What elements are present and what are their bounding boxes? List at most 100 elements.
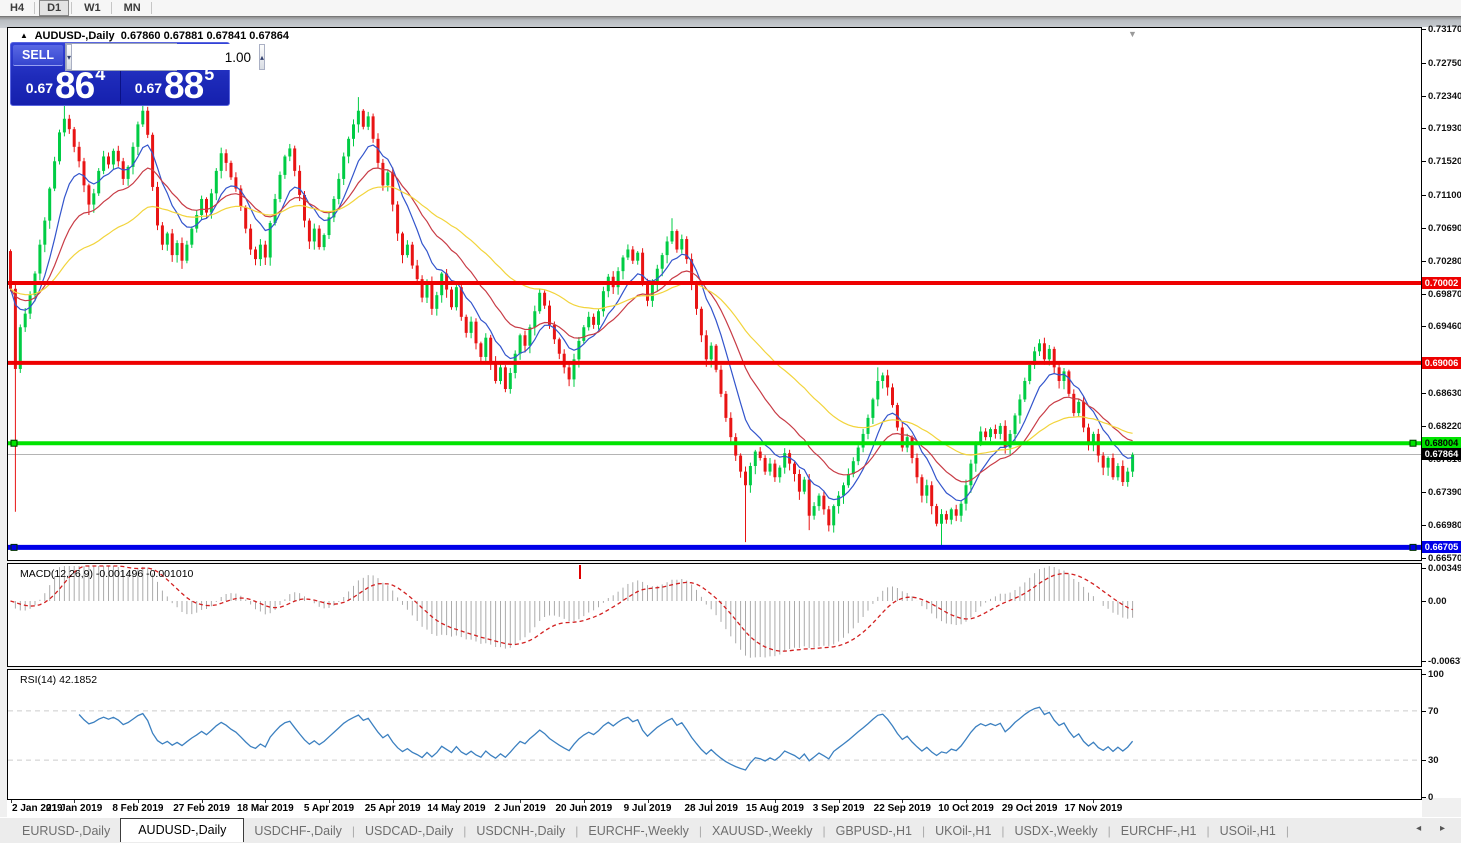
candle-body (734, 437, 738, 456)
candle-body (881, 375, 885, 381)
candle-body (23, 313, 27, 328)
hline-handle[interactable] (1409, 543, 1417, 551)
candle-body (989, 429, 992, 438)
date-tick (583, 800, 585, 803)
hline-handle[interactable] (10, 543, 18, 551)
candle-body (454, 287, 458, 308)
collapse-triangle-icon[interactable]: ▲ (20, 31, 28, 40)
tab-usdcad-daily[interactable]: USDCAD-,Daily (365, 823, 454, 838)
axis-tick (1422, 62, 1426, 64)
candle-body (543, 292, 547, 306)
candle-body (812, 506, 816, 516)
tab-scroll-right-icon[interactable]: ▸ (1439, 823, 1453, 834)
candle-body (763, 457, 767, 472)
candle-body (244, 206, 248, 229)
sell-price-display[interactable]: 0.67 86 4 (12, 64, 119, 104)
date-label: 22 Sep 2019 (873, 803, 931, 814)
candle-body (949, 509, 953, 520)
candle-body (837, 495, 841, 507)
tab-gbpusd-h1[interactable]: GBPUSD-,H1 (835, 823, 913, 838)
tab-eurchf-weekly[interactable]: EURCHF-,Weekly (588, 823, 689, 838)
candle-body (503, 367, 507, 390)
candle-body (249, 228, 253, 250)
buy-price-prefix: 0.67 (134, 80, 163, 96)
hline-handle[interactable] (10, 439, 18, 447)
macd-axis-label: 0.00 (1428, 596, 1447, 607)
candle-body (195, 214, 199, 229)
axis-tick (1422, 760, 1426, 762)
volume-decrease-button[interactable]: ▾ (66, 44, 73, 70)
volume-increase-button[interactable]: ▴ (259, 44, 266, 70)
candle-body (572, 359, 576, 380)
candle-body (1106, 457, 1110, 468)
rsi-axis-label: 0 (1428, 792, 1434, 803)
timeframe-button-d1[interactable]: D1 (39, 0, 70, 16)
price-tag-0.70002: 0.70002 (1422, 277, 1461, 289)
candle-body (557, 339, 561, 354)
macd-pane[interactable] (7, 563, 1422, 667)
timeframe-button-w1[interactable]: W1 (84, 2, 101, 14)
axis-tick (1422, 326, 1426, 328)
tab-usdx-weekly[interactable]: USDX-,Weekly (1014, 823, 1098, 838)
tab-scroll-left-icon[interactable]: ◂ (1416, 823, 1430, 834)
macd-chart (10, 565, 1134, 658)
candle-body (494, 361, 498, 381)
buy-price-pip-digit: 5 (204, 64, 215, 84)
candle-body (577, 340, 581, 360)
hline-handle[interactable] (1409, 439, 1417, 447)
sell-button[interactable]: SELL (13, 45, 63, 66)
candle-body (131, 146, 135, 167)
candle-body (552, 324, 556, 340)
candle-body (160, 225, 164, 245)
candle-body (499, 367, 502, 381)
tab-usdchf-daily[interactable]: USDCHF-,Daily (254, 823, 342, 838)
candle-body (900, 427, 904, 448)
timeframe-button-mn[interactable]: MN (123, 2, 141, 14)
candle-body (729, 417, 733, 438)
candle-body (748, 465, 752, 486)
candle-body (200, 198, 204, 215)
tab-usdcnh-daily[interactable]: USDCNH-,Daily (476, 823, 566, 838)
date-tick (10, 800, 12, 803)
volume-control: ▾ ▴ (65, 43, 266, 71)
candle-body (268, 223, 272, 258)
buy-price-display[interactable]: 0.67 88 5 (120, 64, 228, 104)
price-axis-label: 0.70690 (1428, 222, 1461, 234)
candle-body (930, 485, 934, 507)
candle-body (940, 514, 943, 524)
candle-body (925, 485, 929, 496)
candle-body (616, 271, 620, 288)
candle-body (77, 146, 81, 162)
candle-body (1008, 433, 1012, 448)
candle-body (38, 244, 42, 274)
tab-ukoil-h1[interactable]: UKOil-,H1 (935, 823, 992, 838)
candle-body (9, 251, 12, 289)
candlestick-chart[interactable] (8, 28, 1421, 559)
timeframe-button-h4[interactable]: H4 (10, 2, 25, 14)
rsi-header: RSI(14) 42.1852 (20, 674, 97, 686)
price-tag-0.66705: 0.66705 (1422, 541, 1461, 554)
tab-usoil-h1[interactable]: USOil-,H1 (1219, 823, 1276, 838)
price-axis-label: 0.69460 (1428, 321, 1461, 333)
candle-body (464, 316, 468, 333)
candle-body (136, 124, 140, 147)
candle-body (636, 252, 640, 261)
price-tag-0.68004: 0.68004 (1422, 437, 1461, 450)
tab-xauusd-weekly[interactable]: XAUUSD-,Weekly (712, 823, 813, 838)
candle-body (141, 110, 145, 125)
tab-eurchf-h1[interactable]: EURCHF-,H1 (1120, 823, 1197, 838)
ohlc-close: 0.67864 (249, 30, 290, 42)
rsi-pane[interactable] (7, 669, 1422, 800)
date-label: 28 Jul 2019 (684, 803, 738, 814)
volume-input[interactable] (72, 44, 260, 70)
axis-tick (1422, 227, 1426, 229)
candle-body (352, 124, 355, 139)
candle-body (307, 220, 311, 242)
tab-audusd-daily[interactable]: AUDUSD-,Daily (120, 817, 245, 842)
candle-body (1091, 433, 1095, 446)
candle-body (1028, 364, 1032, 381)
axis-tick (1422, 661, 1426, 663)
candle-body (915, 457, 919, 478)
tab-eurusd-daily[interactable]: EURUSD-,Daily (22, 823, 111, 838)
